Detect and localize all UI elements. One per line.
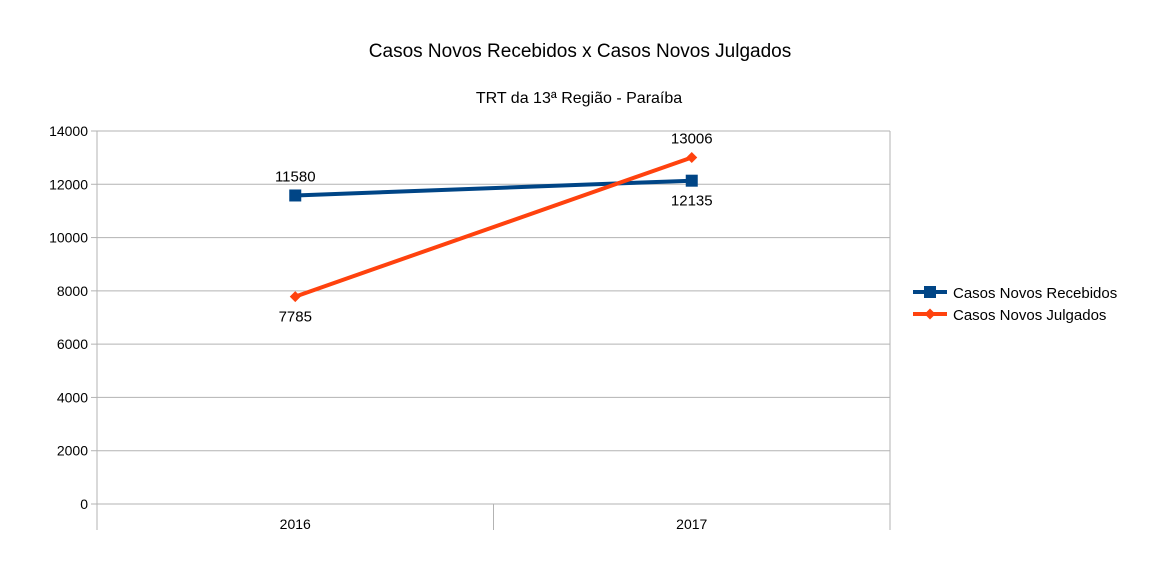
series-line (294, 155, 693, 299)
chart-title: Casos Novos Recebidos x Casos Novos Julg… (369, 41, 791, 62)
x-tick-label: 2017 (676, 516, 707, 532)
data-point (289, 189, 302, 202)
legend-marker (924, 286, 936, 298)
data-point (685, 174, 698, 187)
legend-label: Casos Novos Recebidos (953, 285, 1117, 302)
data-point (686, 151, 698, 163)
chart-subtitle: TRT da 13ª Região - Paraíba (476, 90, 682, 107)
data-label: 13006 (671, 130, 713, 147)
y-tick-label: 4000 (57, 389, 88, 405)
y-tick-label: 0 (80, 496, 88, 512)
y-tick-label: 12000 (49, 176, 88, 192)
plot-area: 0 2000 4000 6000 8000 10000 12000 14000 2016 2017… (49, 123, 891, 532)
y-tick-label: 14000 (49, 123, 88, 139)
data-point (289, 291, 301, 303)
y-tick-label: 8000 (57, 283, 88, 299)
series-line (295, 178, 692, 198)
legend-marker (924, 308, 936, 320)
y-tick-label: 6000 (57, 336, 88, 352)
legend: Casos Novos Recebidos Casos Novos Julgado… (913, 285, 1117, 324)
y-tick-label: 10000 (49, 230, 88, 246)
data-label: 12135 (671, 193, 713, 210)
x-tick-label: 2016 (280, 516, 311, 532)
y-tick-label: 2000 (57, 443, 88, 459)
data-label: 11580 (275, 168, 316, 185)
legend-label: Casos Novos Julgados (953, 307, 1106, 324)
data-label: 7785 (279, 309, 312, 326)
